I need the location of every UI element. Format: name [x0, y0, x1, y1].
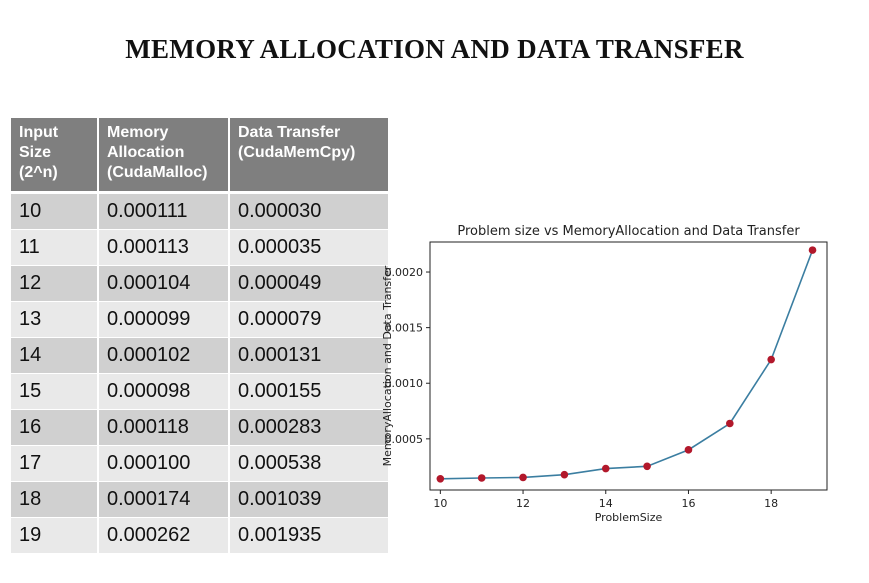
data-point: [808, 246, 817, 254]
header-data-transfer: Data Transfer (CudaMemCpy): [230, 118, 388, 194]
y-tick-label: 0.0010: [385, 377, 424, 390]
header-memory-allocation: Memory Allocation (CudaMalloc): [99, 118, 230, 194]
y-axis-label: MemoryAllocation and Data Transfer: [381, 265, 394, 466]
cell-memory-allocation: 0.000098: [99, 374, 230, 410]
cell-memory-allocation: 0.000174: [99, 482, 230, 518]
y-tick-label: 0.0020: [385, 266, 424, 279]
x-tick-label: 12: [516, 497, 530, 510]
timing-table-container: Input Size (2^n) Memory Allocation (Cuda…: [11, 118, 388, 554]
cell-input-size: 13: [11, 302, 99, 338]
table-row: 14 0.000102 0.000131: [11, 338, 388, 374]
table-row: 15 0.000098 0.000155: [11, 374, 388, 410]
cell-input-size: 16: [11, 410, 99, 446]
cell-memory-allocation: 0.000102: [99, 338, 230, 374]
data-point: [643, 462, 651, 471]
cell-input-size: 17: [11, 446, 99, 482]
data-point: [436, 474, 445, 483]
table-row: 10 0.000111 0.000030: [11, 194, 388, 230]
y-tick-label: 0.0015: [385, 322, 424, 335]
x-tick-label: 10: [433, 497, 447, 510]
table-row: 19 0.000262 0.001935: [11, 518, 388, 554]
table-row: 16 0.000118 0.000283: [11, 410, 388, 446]
cell-input-size: 12: [11, 266, 99, 302]
chart-title: Problem size vs MemoryAllocation and Dat…: [457, 224, 800, 239]
cell-data-transfer: 0.000030: [230, 194, 388, 230]
cell-input-size: 15: [11, 374, 99, 410]
data-point: [560, 470, 569, 479]
series-line: [440, 249, 814, 480]
plot-frame: [429, 241, 828, 491]
cell-input-size: 19: [11, 518, 99, 554]
table-row: 13 0.000099 0.000079: [11, 302, 388, 338]
cell-input-size: 18: [11, 482, 99, 518]
data-point: [684, 446, 693, 454]
cell-data-transfer: 0.001935: [230, 518, 388, 554]
cell-memory-allocation: 0.000118: [99, 410, 230, 446]
table-row: 12 0.000104 0.000049: [11, 266, 388, 302]
x-tick-label: 16: [681, 497, 695, 510]
y-tick-label: 0.0005: [385, 433, 424, 446]
cell-data-transfer: 0.000079: [230, 302, 388, 338]
table-row: 18 0.000174 0.001039: [11, 482, 388, 518]
cell-data-transfer: 0.000538: [230, 446, 388, 482]
cell-data-transfer: 0.000131: [230, 338, 388, 374]
data-point: [726, 419, 734, 428]
cell-data-transfer: 0.000155: [230, 374, 388, 410]
cell-memory-allocation: 0.000111: [99, 194, 230, 230]
table-header-row: Input Size (2^n) Memory Allocation (Cuda…: [11, 118, 388, 194]
data-point: [767, 355, 775, 364]
cell-data-transfer: 0.000035: [230, 230, 388, 266]
cell-input-size: 11: [11, 230, 99, 266]
data-point: [477, 474, 486, 482]
cell-memory-allocation: 0.000104: [99, 266, 230, 302]
cell-data-transfer: 0.000049: [230, 266, 388, 302]
data-point: [519, 473, 527, 482]
table-row: 17 0.000100 0.000538: [11, 446, 388, 482]
x-tick-label: 18: [764, 497, 778, 510]
cell-data-transfer: 0.001039: [230, 482, 388, 518]
chart-container: Problem size vs MemoryAllocation and Dat…: [378, 215, 838, 535]
cell-memory-allocation: 0.000099: [99, 302, 230, 338]
table-body: 10 0.000111 0.000030 11 0.000113 0.000035 12 0.…: [11, 194, 388, 554]
table-row: 11 0.000113 0.000035: [11, 230, 388, 266]
cell-memory-allocation: 0.000100: [99, 446, 230, 482]
cell-memory-allocation: 0.000113: [99, 230, 230, 266]
x-axis-label: ProblemSize: [595, 511, 663, 524]
line-chart: Problem size vs MemoryAllocation and Dat…: [381, 224, 828, 524]
header-input-size: Input Size (2^n): [11, 118, 99, 194]
data-point: [601, 464, 610, 473]
cell-input-size: 14: [11, 338, 99, 374]
timing-table: Input Size (2^n) Memory Allocation (Cuda…: [11, 118, 388, 554]
cell-data-transfer: 0.000283: [230, 410, 388, 446]
cell-input-size: 10: [11, 194, 99, 230]
x-tick-label: 14: [599, 497, 613, 510]
cell-memory-allocation: 0.000262: [99, 518, 230, 554]
slide-title: MEMORY ALLOCATION AND DATA TRANSFER: [125, 34, 744, 64]
